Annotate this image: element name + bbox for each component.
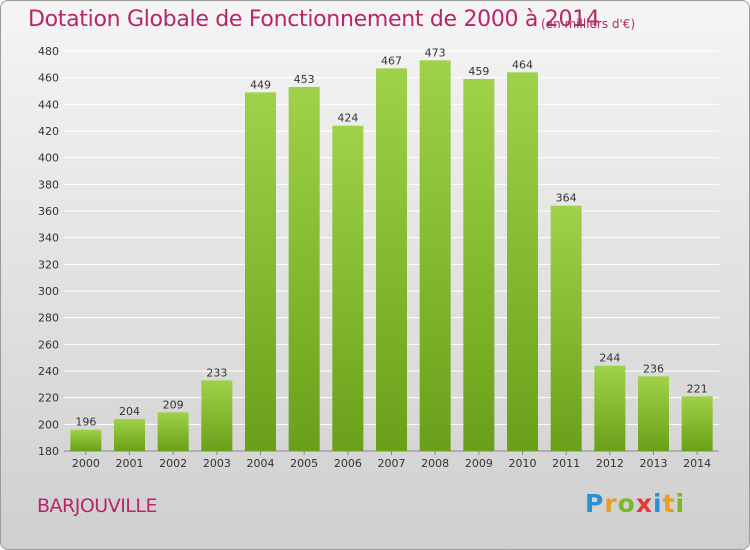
bar-value-label: 464 [512,58,533,71]
x-tick-label: 2012 [596,457,624,470]
x-tick-label: 2014 [683,457,711,470]
x-tick-label: 2001 [116,457,144,470]
logo-letter: o [617,489,636,518]
x-tick-label: 2006 [334,457,362,470]
bar-value-label: 233 [206,366,227,379]
bar [332,125,364,452]
y-tick-label: 400 [38,152,59,165]
bar [550,205,582,451]
y-tick-label: 300 [38,285,59,298]
y-tick-label: 420 [38,125,59,138]
bar-value-label: 204 [119,405,140,418]
bar-value-label: 221 [687,382,708,395]
proxiti-logo[interactable]: Proxiti [585,489,685,518]
x-tick-label: 2013 [640,457,668,470]
bar-value-label: 196 [75,416,96,429]
bar [638,376,669,451]
bar-value-label: 473 [425,46,446,59]
bar [681,396,713,451]
bar-value-label: 236 [643,362,664,375]
bar [114,419,145,451]
bar [507,72,538,451]
x-tick-label: 2011 [552,457,580,470]
bar [463,79,495,451]
y-tick-label: 180 [38,445,59,458]
bar-value-label: 449 [250,78,271,91]
bar-value-label: 459 [468,65,489,78]
y-tick-label: 280 [38,312,59,325]
bar-value-label: 244 [599,352,620,365]
y-tick-label: 240 [38,365,59,378]
chart-title: Dotation Globale de Fonctionnement de 20… [28,7,600,32]
y-tick-label: 220 [38,392,59,405]
x-tick-label: 2005 [290,457,318,470]
logo-letter: i [653,489,663,518]
y-tick-label: 380 [38,178,59,191]
bar-value-label: 424 [337,112,358,125]
bar [70,429,102,451]
bar [419,60,451,451]
bar [201,380,233,451]
x-tick-label: 2003 [203,457,231,470]
logo-letter: x [635,489,653,518]
x-tick-label: 2010 [509,457,537,470]
y-tick-label: 360 [38,205,59,218]
y-tick-label: 460 [38,72,59,85]
bar [157,412,189,451]
bar [288,87,320,451]
bar [245,92,276,451]
y-tick-label: 200 [38,418,59,431]
logo-letter: P [585,489,605,518]
x-tick-label: 2004 [247,457,275,470]
x-tick-label: 2008 [421,457,449,470]
y-tick-label: 320 [38,258,59,271]
unit-note: (en milliers d'€) [541,17,636,31]
x-tick-label: 2007 [378,457,406,470]
logo-letter: r [604,489,618,518]
bar-value-label: 364 [556,192,577,205]
commune-name: BARJOUVILLE [37,495,157,517]
bar-value-label: 467 [381,54,402,67]
bar [594,365,626,451]
y-tick-label: 260 [38,338,59,351]
x-tick-label: 2002 [159,457,187,470]
logo-letter: i [675,489,686,518]
y-tick-label: 440 [38,98,59,111]
x-tick-label: 2009 [465,457,493,470]
bar-value-label: 453 [294,73,315,86]
y-tick-label: 340 [38,232,59,245]
y-tick-label: 480 [38,45,59,58]
bar [376,68,407,451]
x-tick-label: 2000 [72,457,100,470]
bar-value-label: 209 [163,398,184,411]
logo-letter: t [662,489,676,518]
